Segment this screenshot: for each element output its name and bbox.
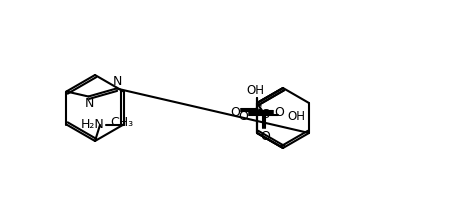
Text: N: N — [85, 97, 94, 110]
Text: O: O — [273, 106, 283, 119]
Text: O: O — [238, 110, 248, 123]
Text: OH: OH — [286, 110, 304, 123]
Text: N: N — [112, 75, 122, 88]
Text: H₂N: H₂N — [81, 118, 104, 131]
Text: CH₃: CH₃ — [110, 116, 133, 128]
Text: O: O — [230, 106, 239, 119]
Text: O: O — [259, 130, 269, 142]
Text: S: S — [260, 109, 268, 121]
Text: S: S — [253, 105, 262, 117]
Text: OH: OH — [246, 85, 263, 98]
